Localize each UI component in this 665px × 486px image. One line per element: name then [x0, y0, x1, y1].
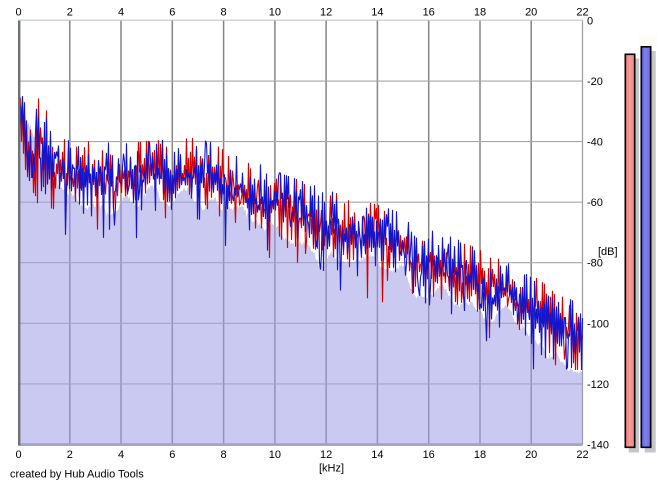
svg-text:[dB]: [dB]	[598, 246, 618, 258]
svg-text:-40: -40	[587, 137, 603, 149]
svg-text:0: 0	[587, 16, 593, 28]
svg-text:-80: -80	[587, 258, 603, 270]
svg-text:4: 4	[118, 7, 124, 19]
svg-text:14: 14	[371, 7, 383, 19]
svg-text:0: 0	[15, 7, 21, 19]
svg-text:8: 8	[221, 7, 227, 19]
svg-text:-20: -20	[587, 76, 603, 88]
svg-text:22: 22	[576, 449, 588, 461]
svg-text:10: 10	[269, 449, 281, 461]
svg-text:-140: -140	[587, 439, 609, 451]
svg-text:18: 18	[474, 7, 486, 19]
svg-text:18: 18	[474, 449, 486, 461]
svg-text:22: 22	[576, 7, 588, 19]
svg-text:6: 6	[169, 449, 175, 461]
svg-text:20: 20	[525, 7, 537, 19]
svg-text:10: 10	[269, 7, 281, 19]
svg-text:12: 12	[320, 449, 332, 461]
svg-text:8: 8	[221, 449, 227, 461]
svg-text:[kHz]: [kHz]	[319, 463, 344, 475]
svg-text:6: 6	[169, 7, 175, 19]
svg-text:-60: -60	[587, 197, 603, 209]
svg-text:2: 2	[67, 449, 73, 461]
svg-text:0: 0	[15, 449, 21, 461]
svg-text:14: 14	[371, 449, 383, 461]
svg-text:4: 4	[118, 449, 124, 461]
svg-text:-100: -100	[587, 318, 609, 330]
svg-text:12: 12	[320, 7, 332, 19]
svg-text:created by Hub Audio Tools: created by Hub Audio Tools	[10, 469, 144, 481]
svg-text:2: 2	[67, 7, 73, 19]
svg-text:20: 20	[525, 449, 537, 461]
svg-text:-120: -120	[587, 379, 609, 391]
svg-text:16: 16	[423, 449, 435, 461]
svg-text:16: 16	[423, 7, 435, 19]
